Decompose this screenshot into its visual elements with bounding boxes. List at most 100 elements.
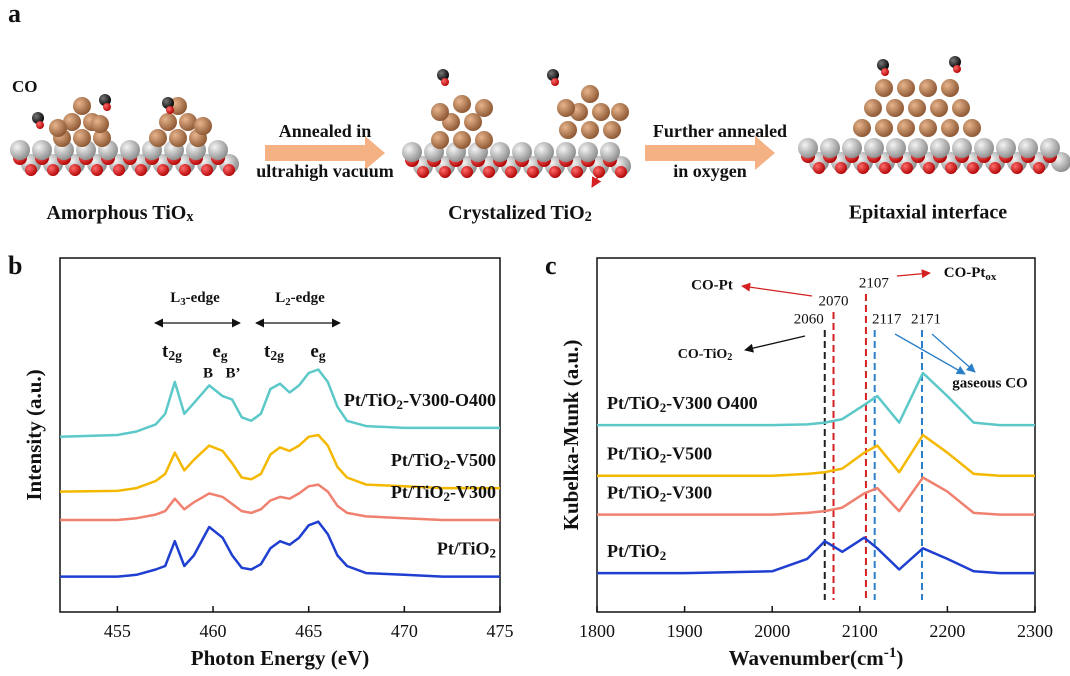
pointer bbox=[931, 333, 976, 373]
atom bbox=[547, 69, 559, 81]
series-label: Pt/TiO2-V500 bbox=[391, 450, 496, 472]
atom bbox=[551, 78, 559, 86]
text-part: e bbox=[212, 341, 220, 362]
atom bbox=[93, 129, 111, 147]
annotation: CO-Pt bbox=[691, 277, 733, 293]
series-label: Pt/TiO2-V300 O400 bbox=[607, 393, 758, 415]
atom bbox=[166, 106, 174, 114]
atom bbox=[853, 119, 871, 137]
atom bbox=[919, 119, 937, 137]
x-tick-label: 1900 bbox=[667, 621, 703, 641]
x-tick-label: 2300 bbox=[1017, 621, 1053, 641]
atom bbox=[179, 113, 197, 131]
series-line bbox=[597, 371, 1035, 427]
pointer bbox=[894, 333, 966, 375]
atom bbox=[864, 138, 884, 158]
text-part: Pt/TiO bbox=[607, 444, 660, 464]
text-part: 2 bbox=[444, 489, 450, 504]
text-part: 2 bbox=[397, 397, 403, 412]
process-label: ultrahigh vacuum bbox=[256, 161, 394, 181]
text-part: g bbox=[319, 348, 326, 363]
atom bbox=[1018, 138, 1038, 158]
charts: b 455 460 465 470 475 Photon Energy (eV) Intens… bbox=[8, 251, 1053, 670]
atom bbox=[169, 129, 187, 147]
atom bbox=[441, 78, 449, 86]
y-axis-title: Intensity (a.u.) bbox=[22, 369, 46, 500]
atom bbox=[461, 166, 473, 178]
atom bbox=[967, 162, 979, 174]
text-part: 2 bbox=[660, 451, 666, 466]
text-part: Pt/TiO bbox=[344, 390, 397, 410]
atom bbox=[490, 142, 510, 162]
text-part: g bbox=[221, 348, 228, 363]
x-tick-label: 470 bbox=[391, 621, 418, 641]
annotation: CO-TiO2 bbox=[678, 347, 733, 363]
series-label: Pt/TiO2 bbox=[437, 539, 496, 561]
atom bbox=[431, 103, 449, 121]
text-part: 2 bbox=[660, 490, 666, 505]
x-tick-label: 2100 bbox=[842, 621, 878, 641]
series-label: Pt/TiO2-V300 bbox=[607, 483, 712, 505]
atom bbox=[453, 131, 471, 149]
text-part: 2g bbox=[168, 348, 182, 363]
text-part: L bbox=[170, 290, 180, 306]
peak-label: B’ bbox=[226, 365, 241, 381]
text-part: x bbox=[186, 209, 194, 225]
series-line bbox=[597, 536, 1035, 575]
atom bbox=[208, 140, 228, 160]
atom bbox=[600, 142, 620, 162]
text-part: -edge bbox=[291, 290, 325, 306]
chart: c 1800 1900 2000 2100 2200 2300 Wavenumber(cm-1… bbox=[545, 251, 1053, 670]
atom bbox=[923, 162, 935, 174]
text-part: Wavenumber(cm bbox=[729, 646, 885, 670]
atom bbox=[908, 99, 926, 117]
text-part: t bbox=[162, 341, 169, 362]
atom bbox=[901, 162, 913, 174]
peak-label: eg bbox=[212, 341, 227, 363]
atom bbox=[952, 138, 972, 158]
text-part: -edge bbox=[186, 290, 220, 306]
atom bbox=[908, 138, 928, 158]
atom bbox=[157, 164, 169, 176]
x-tick-label: 455 bbox=[104, 621, 131, 641]
atom bbox=[556, 142, 576, 162]
atom bbox=[989, 162, 1001, 174]
pointer bbox=[744, 335, 806, 353]
atom bbox=[875, 79, 893, 97]
atom bbox=[103, 103, 111, 111]
text-part: 2 bbox=[660, 400, 666, 415]
text-part: 2 bbox=[585, 209, 592, 225]
text-part: -V300 O400 bbox=[666, 393, 758, 413]
atom bbox=[963, 119, 981, 137]
atom bbox=[996, 138, 1016, 158]
atom bbox=[69, 164, 81, 176]
atom bbox=[941, 79, 959, 97]
atom bbox=[897, 119, 915, 137]
atom bbox=[930, 99, 948, 117]
atom bbox=[201, 164, 213, 176]
atom bbox=[974, 138, 994, 158]
text-part: -V500 bbox=[666, 444, 712, 464]
panel-label: b bbox=[8, 251, 22, 280]
atom bbox=[73, 129, 91, 147]
atom bbox=[402, 142, 422, 162]
atom bbox=[952, 99, 970, 117]
atom bbox=[813, 162, 825, 174]
atom bbox=[557, 99, 575, 117]
atom bbox=[417, 166, 429, 178]
text-part: -1 bbox=[884, 645, 897, 661]
atom bbox=[835, 162, 847, 174]
atom bbox=[453, 95, 471, 113]
atom bbox=[91, 115, 109, 133]
plot-frame bbox=[59, 257, 501, 613]
peak-label: t2g bbox=[162, 341, 182, 363]
panel-label: a bbox=[8, 0, 21, 28]
atom bbox=[611, 103, 629, 121]
atom bbox=[592, 103, 610, 121]
atom bbox=[842, 138, 862, 158]
peak-label: B bbox=[203, 365, 213, 381]
process-arrow bbox=[645, 136, 775, 170]
atom bbox=[223, 164, 235, 176]
atom bbox=[534, 142, 554, 162]
text-part: -V300 bbox=[450, 482, 496, 502]
